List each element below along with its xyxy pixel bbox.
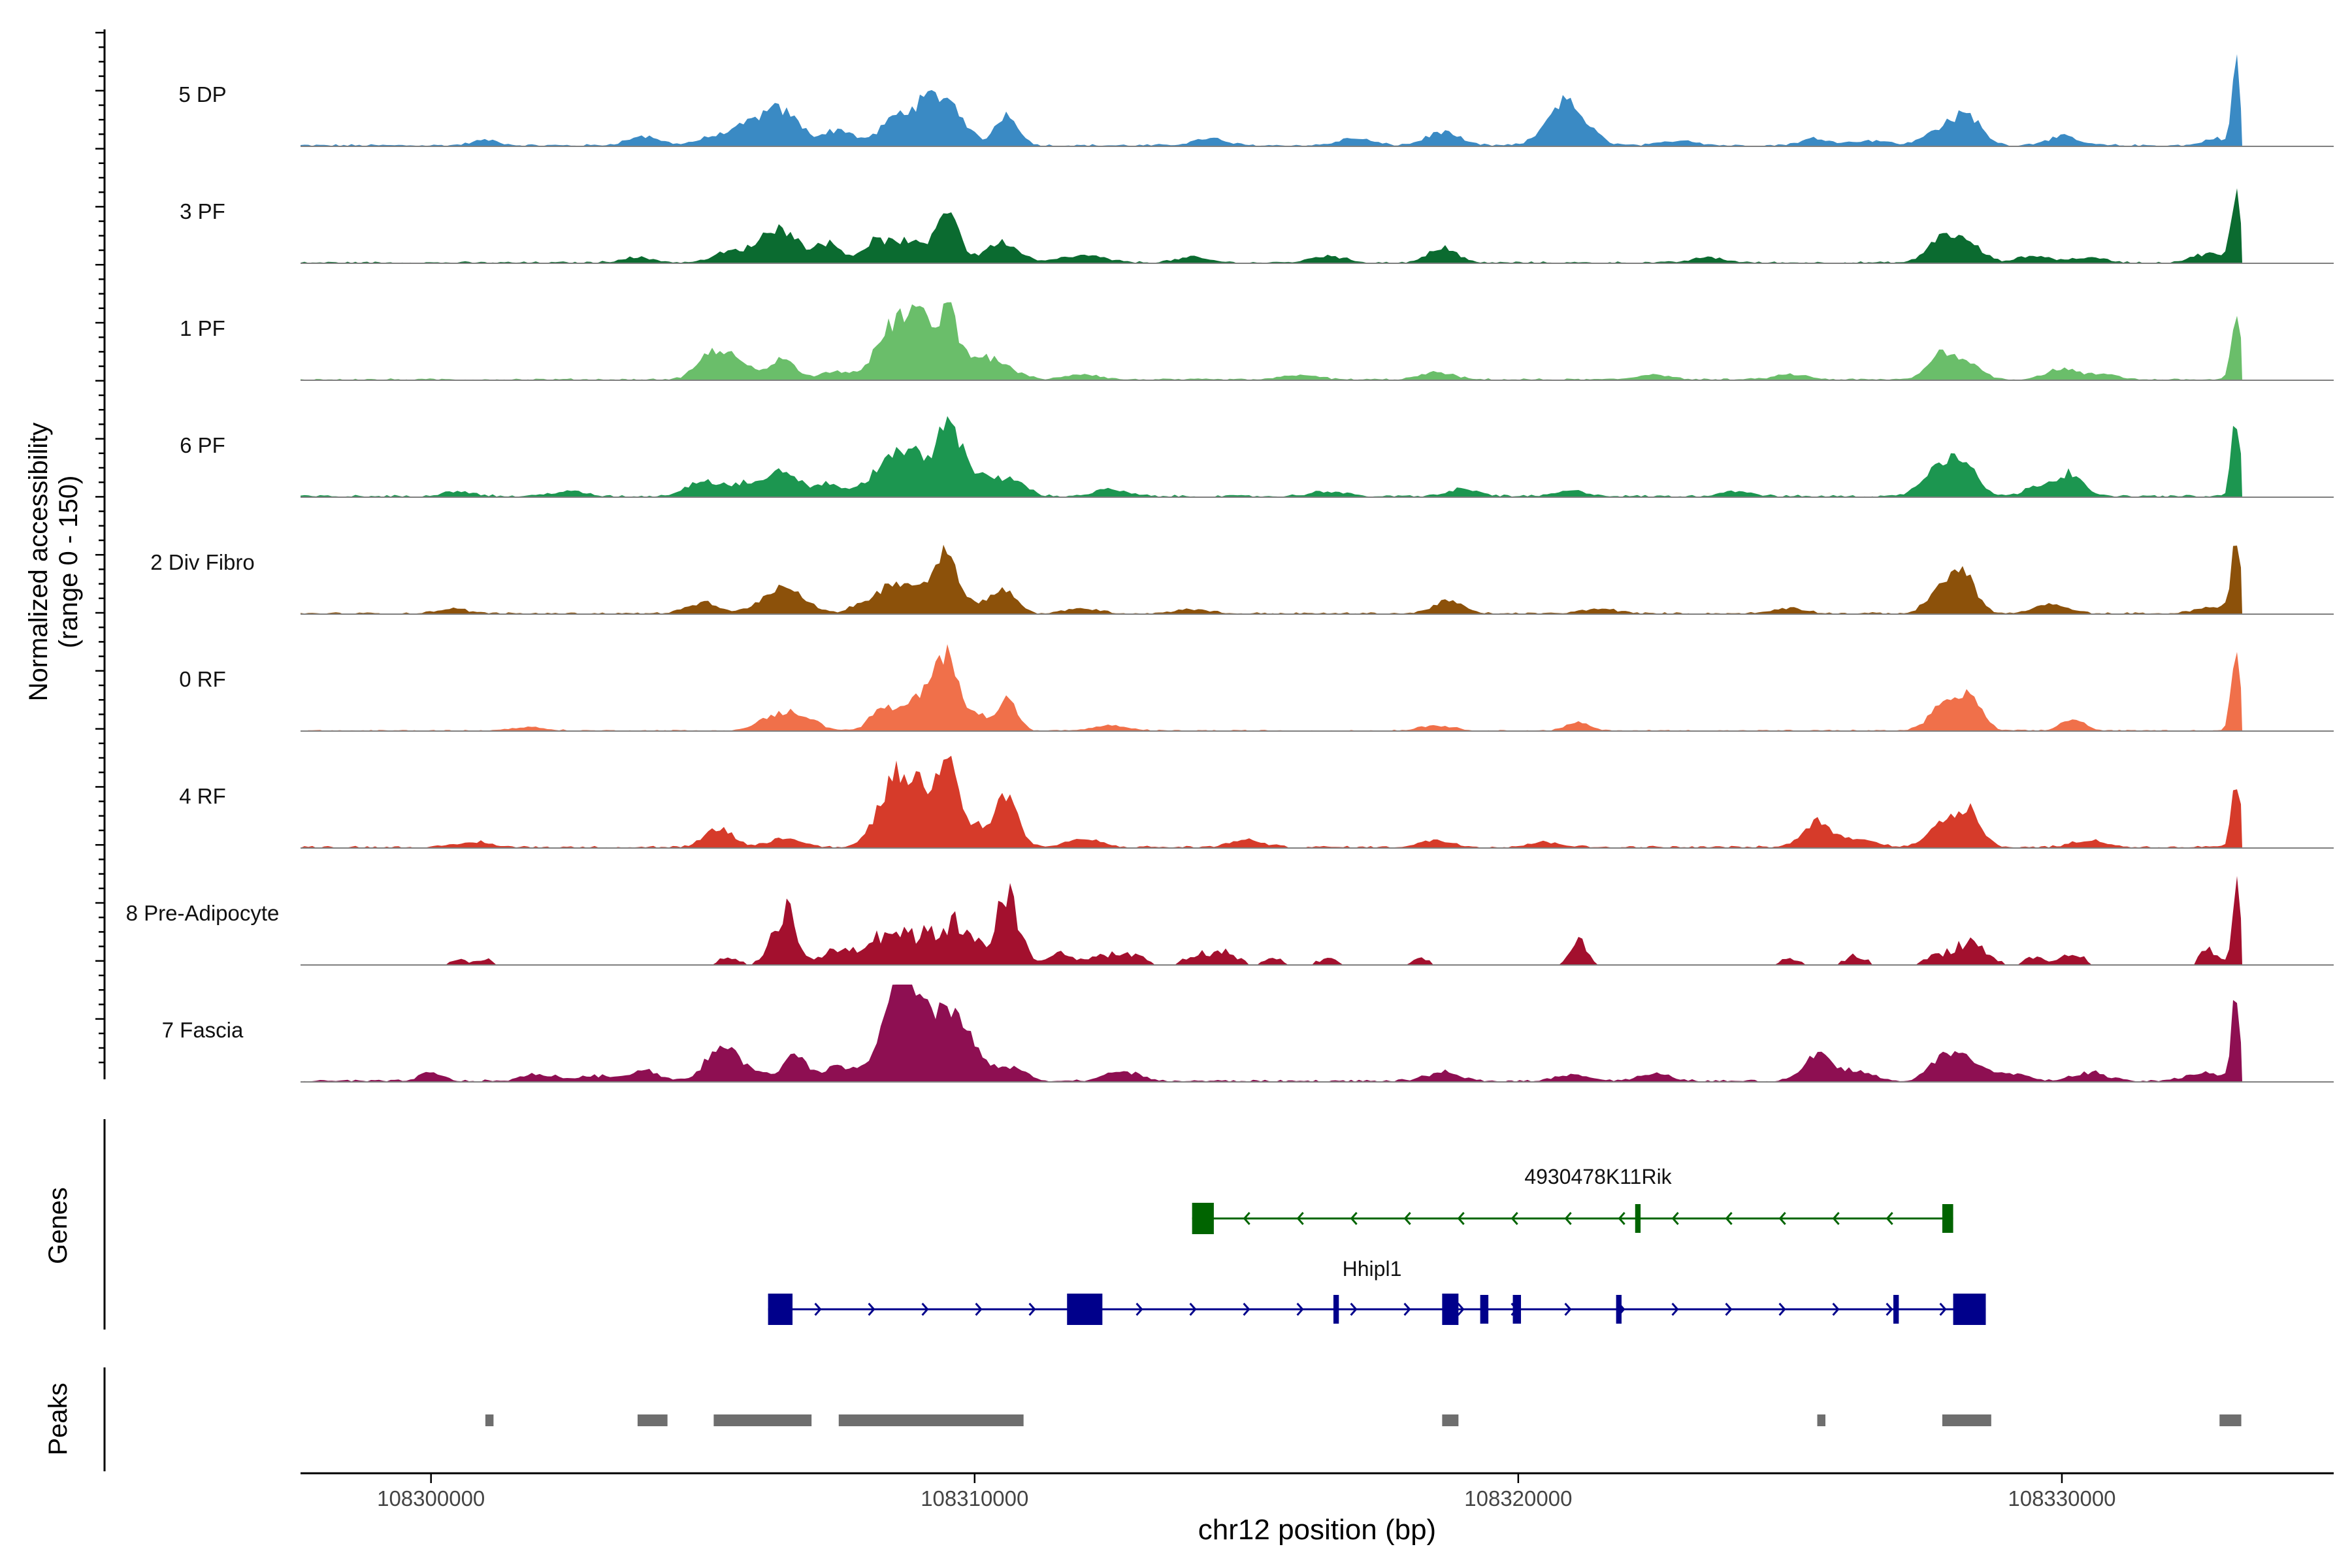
strand-chevron: [1189, 1303, 1197, 1316]
strand-chevron: [1243, 1212, 1250, 1225]
x-tick-label: 108300000: [377, 1486, 485, 1511]
peaks-panel-label: Peaks: [44, 1382, 73, 1455]
x-axis-title: chr12 position (bp): [1198, 1514, 1436, 1546]
coverage-y-ticks: [95, 31, 105, 1064]
track-0-rf: 0 RF: [179, 644, 2334, 732]
x-tick-label: 108310000: [921, 1486, 1028, 1511]
exon: [1067, 1294, 1103, 1325]
strand-chevron: [1939, 1303, 1947, 1316]
strand-chevron: [1457, 1303, 1465, 1316]
strand-chevron: [1564, 1212, 1572, 1225]
coverage-area: [301, 644, 2242, 731]
track-label: 1 PF: [180, 316, 225, 340]
peak-region: [1942, 1414, 1991, 1426]
track-label: 2 Div Fibro: [150, 550, 255, 574]
exon: [1616, 1295, 1622, 1324]
strand-chevron: [1671, 1212, 1679, 1225]
coverage-area: [301, 416, 2242, 497]
coverage-area: [301, 755, 2242, 848]
x-tick-label: 108320000: [1464, 1486, 1572, 1511]
x-axis-ticks: 108300000 108310000 108320000 108330000: [377, 1473, 2116, 1511]
coverage-area: [301, 875, 2242, 965]
track-label: 7 Fascia: [162, 1018, 244, 1042]
exon: [768, 1294, 793, 1325]
strand-chevron: [1296, 1303, 1304, 1316]
exon: [1635, 1204, 1641, 1233]
strand-chevron: [1778, 1303, 1786, 1316]
track-5-dp: 5 DP: [178, 54, 2334, 147]
strand-chevron: [1725, 1212, 1733, 1225]
peak-region: [838, 1414, 1024, 1426]
track-label: 6 PF: [180, 433, 225, 457]
exon: [1442, 1294, 1459, 1325]
track-label: 5 DP: [178, 82, 226, 106]
strand-chevron: [1403, 1212, 1411, 1225]
genes-panel-label: Genes: [44, 1187, 73, 1264]
strand-chevron: [1403, 1303, 1411, 1316]
strand-chevron: [921, 1303, 929, 1316]
strand-chevron: [1457, 1212, 1465, 1225]
track-2-div-fibro: 2 Div Fibro: [150, 544, 2334, 615]
coverage-tracks: 5 DP 3 PF 1 PF 6 PF 2 Div Fibro 0 RF 4 RF 8 Pre…: [126, 54, 2334, 1083]
y-axis-title-line1: Normalized accessibility: [24, 423, 53, 702]
strand-chevron: [1350, 1303, 1358, 1316]
coverage-area: [301, 544, 2242, 614]
exon: [1953, 1294, 1986, 1325]
strand-chevron: [1832, 1303, 1840, 1316]
strand-chevron: [1832, 1212, 1840, 1225]
peaks-track: [485, 1414, 2242, 1426]
strand-chevron: [1296, 1212, 1304, 1225]
track-7-fascia: 7 Fascia: [162, 985, 2334, 1083]
exon: [1893, 1295, 1899, 1324]
y-axis-title-line2: (range 0 - 150): [54, 476, 83, 649]
track-1-pf: 1 PF: [180, 302, 2334, 381]
gene-label: Hhipl1: [1343, 1257, 1402, 1281]
coverage-area: [301, 985, 2242, 1082]
strand-chevron: [1028, 1303, 1036, 1316]
strand-chevron: [1671, 1303, 1679, 1316]
strand-chevron: [1350, 1212, 1358, 1225]
strand-chevron: [975, 1303, 983, 1316]
track-label: 4 RF: [179, 784, 226, 808]
peak-region: [1442, 1414, 1459, 1426]
strand-chevron: [814, 1303, 822, 1316]
exon: [1480, 1295, 1489, 1324]
track-label: 3 PF: [180, 199, 225, 223]
strand-chevron: [1511, 1212, 1518, 1225]
track-label: 8 Pre-Adipocyte: [126, 901, 280, 925]
strand-chevron: [1886, 1212, 1893, 1225]
peak-region: [1817, 1414, 1825, 1426]
peak-region: [713, 1414, 812, 1426]
track-4-rf: 4 RF: [179, 755, 2334, 849]
strand-chevron: [868, 1303, 875, 1316]
coverage-area: [301, 302, 2242, 380]
strand-chevron: [1618, 1212, 1625, 1225]
strand-chevron: [1886, 1303, 1893, 1316]
track-6-pf: 6 PF: [180, 416, 2334, 498]
track-3-pf: 3 PF: [180, 188, 2334, 264]
exon: [1512, 1295, 1522, 1324]
track-8-pre-adipocyte: 8 Pre-Adipocyte: [126, 875, 2334, 966]
exon: [1192, 1203, 1214, 1234]
strand-chevron: [1243, 1303, 1250, 1316]
gene-label: 4930478K11Rik: [1524, 1165, 1672, 1188]
gene-4930478k11rik: 4930478K11Rik: [1192, 1165, 1953, 1234]
gene-annotations: 4930478K11Rik Hhipl1: [768, 1165, 1986, 1325]
gene-hhipl1: Hhipl1: [768, 1257, 1986, 1325]
exon: [1333, 1295, 1339, 1324]
peak-region: [485, 1414, 494, 1426]
strand-chevron: [1725, 1303, 1733, 1316]
exon: [1942, 1204, 1953, 1233]
peak-region: [637, 1414, 668, 1426]
coverage-area: [301, 188, 2242, 263]
strand-chevron: [1135, 1303, 1143, 1316]
track-label: 0 RF: [179, 667, 226, 691]
coverage-area: [301, 54, 2242, 147]
strand-chevron: [1564, 1303, 1572, 1316]
peak-region: [2219, 1414, 2242, 1426]
strand-chevron: [1778, 1212, 1786, 1225]
x-tick-label: 108330000: [2008, 1486, 2115, 1511]
